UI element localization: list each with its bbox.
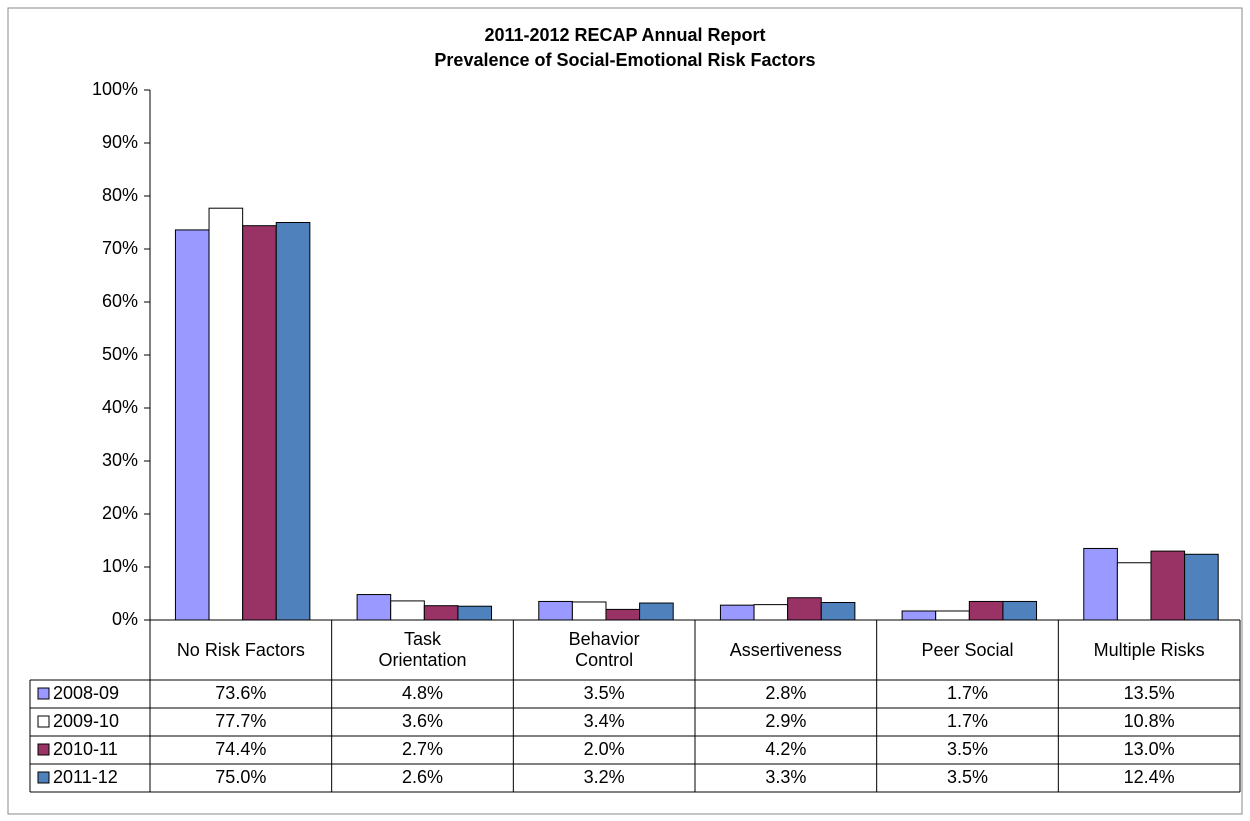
table-value: 2.8% [765,683,806,703]
table-value: 2.0% [584,739,625,759]
y-tick-label: 50% [102,344,138,364]
y-tick-label: 70% [102,238,138,258]
legend-swatch [37,687,50,700]
legend-label: 2008-09 [53,683,119,703]
bar [901,610,937,621]
x-tick-label: Behavior Control [568,629,640,670]
bar [968,600,1004,621]
y-tick-label: 100% [92,79,138,99]
bar [457,605,493,621]
legend-label: 2010-11 [53,739,118,759]
table-value: 3.5% [947,767,988,787]
x-tick-label: No Risk Factors [176,639,305,660]
chart-subtitle: Prevalence of Social-Emotional Risk Fact… [434,50,815,70]
y-tick-label: 60% [102,291,138,311]
x-tick-label: Assertiveness [729,639,842,660]
y-tick-label: 90% [102,132,138,152]
bar [1184,553,1219,621]
table-value: 1.7% [947,711,988,731]
table-value: 2.6% [402,767,443,787]
bar [208,207,244,621]
y-tick-label: 80% [102,185,138,205]
table-value: 3.5% [584,683,625,703]
bar [1150,550,1186,621]
x-tick-label: Peer Social [921,639,1014,660]
bar [1002,600,1038,621]
table-value: 2.9% [765,711,806,731]
table-value: 3.3% [765,767,806,787]
bar [538,600,573,621]
table-value: 13.0% [1124,739,1175,759]
bar [935,610,970,621]
bar [639,602,674,621]
table-value: 12.4% [1124,767,1175,787]
bar [1083,547,1118,621]
table-value: 4.8% [402,683,443,703]
table-value: 10.8% [1124,711,1175,731]
bar [719,604,755,621]
x-tick-label: Task Orientation [378,629,467,670]
bar [820,602,856,621]
y-tick-label: 30% [102,450,138,470]
table-value: 75.0% [215,767,266,787]
table-value: 3.4% [584,711,625,731]
y-tick-label: 10% [102,556,138,576]
bar [174,229,210,621]
y-tick-label: 40% [102,397,138,417]
legend-swatch [37,743,50,756]
bar [423,605,459,621]
bar [275,222,311,621]
bar [356,594,392,621]
table-value: 1.7% [947,683,988,703]
bar [390,600,425,621]
legend-label: 2009-10 [53,711,119,731]
chart-title: 2011-2012 RECAP Annual Report [484,25,765,45]
table-value: 2.7% [402,739,443,759]
table-value: 73.6% [215,683,266,703]
table-value: 3.6% [402,711,443,731]
table-value: 3.5% [947,739,988,759]
legend-label: 2011-12 [53,767,118,787]
table-value: 4.2% [765,739,806,759]
bar [787,597,822,621]
bar [753,604,789,621]
table-value: 77.7% [215,711,266,731]
table-value: 74.4% [215,739,266,759]
y-tick-label: 0% [112,609,138,629]
bar [1116,562,1152,621]
x-tick-label: Multiple Risks [1093,639,1205,660]
table-value: 13.5% [1124,683,1175,703]
legend-swatch [37,715,50,728]
table-value: 3.2% [584,767,625,787]
bar [605,608,641,621]
bar [242,225,277,621]
y-tick-label: 20% [102,503,138,523]
legend-swatch [37,771,50,784]
bar [571,601,607,621]
